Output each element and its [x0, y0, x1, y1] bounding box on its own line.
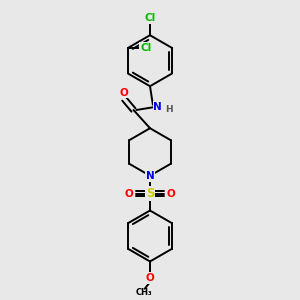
Text: O: O: [125, 189, 134, 199]
Text: S: S: [146, 187, 154, 200]
Text: N: N: [153, 102, 162, 112]
Text: Cl: Cl: [140, 43, 152, 53]
Text: CH₃: CH₃: [135, 288, 152, 297]
Text: Cl: Cl: [144, 14, 156, 23]
Text: N: N: [146, 171, 154, 181]
Text: O: O: [120, 88, 129, 98]
Text: O: O: [146, 273, 154, 283]
Text: H: H: [166, 105, 173, 114]
Text: O: O: [167, 189, 175, 199]
